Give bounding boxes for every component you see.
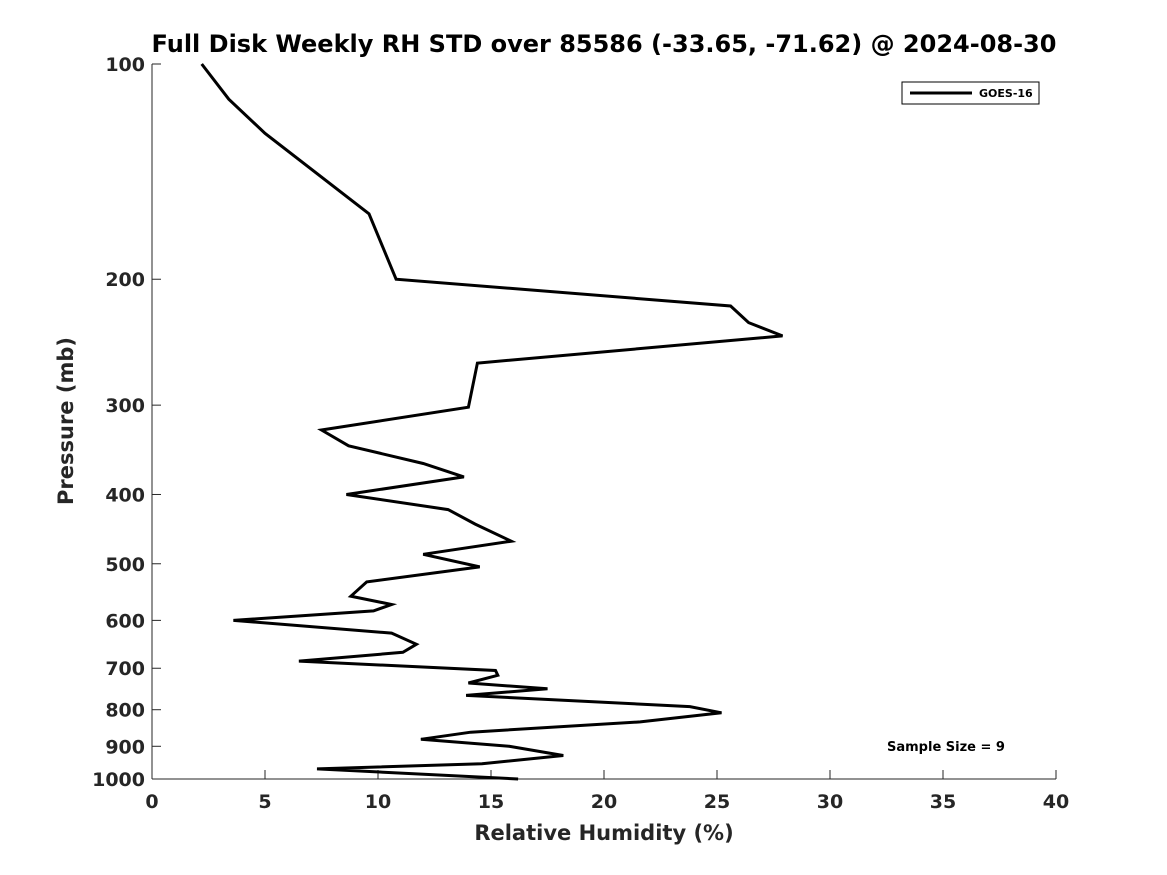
x-tick-label: 30	[817, 791, 843, 813]
x-tick-label: 35	[930, 791, 956, 813]
series-layer	[200, 63, 784, 781]
y-tick-label: 200	[105, 269, 145, 291]
y-tick-label: 400	[105, 484, 145, 506]
y-tick-label: 500	[105, 554, 145, 576]
legend: GOES-16	[901, 81, 1040, 105]
y-axis-label: Pressure (mb)	[54, 337, 78, 505]
x-tick-label: 25	[704, 791, 730, 813]
x-tick-label: 0	[145, 791, 158, 813]
series-line-goes-16	[200, 63, 784, 781]
legend-label: GOES-16	[979, 87, 1033, 100]
y-ticks: 100 200 300 400 500 600 700 800 900 1000	[92, 54, 161, 791]
x-axis-label: Relative Humidity (%)	[474, 821, 733, 845]
y-tick-label: 700	[105, 658, 145, 680]
x-ticks: 0 5 10 15 20 25 30 35 40	[145, 770, 1069, 813]
sample-size-annotation: Sample Size = 9	[887, 740, 1005, 755]
x-tick-label: 10	[365, 791, 391, 813]
x-tick-label: 20	[591, 791, 617, 813]
chart-title: Full Disk Weekly RH STD over 85586 (-33.…	[152, 30, 1057, 58]
y-tick-label: 1000	[92, 769, 145, 791]
y-tick-label: 300	[105, 395, 145, 417]
y-tick-label: 900	[105, 736, 145, 758]
x-tick-label: 40	[1043, 791, 1069, 813]
y-tick-label: 600	[105, 610, 145, 632]
axes	[151, 64, 1056, 780]
y-tick-label: 800	[105, 700, 145, 722]
y-tick-label: 100	[105, 54, 145, 76]
x-tick-label: 15	[478, 791, 504, 813]
x-tick-label: 5	[258, 791, 271, 813]
